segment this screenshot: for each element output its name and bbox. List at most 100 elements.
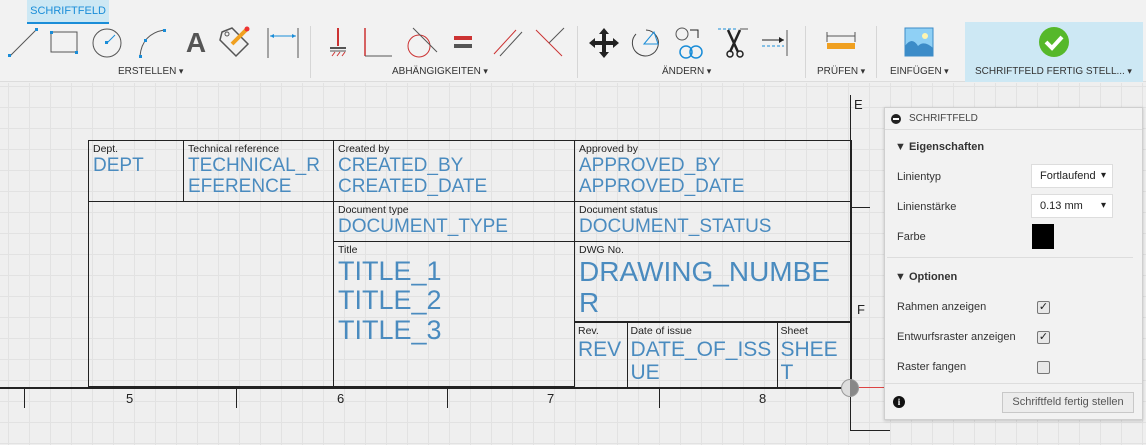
cell-rev[interactable]: Rev. REV: [575, 322, 628, 387]
group-insert[interactable]: EINFÜGEN: [890, 66, 949, 77]
snap-grid-label: Raster fangen: [897, 361, 967, 373]
cell-approved[interactable]: Approved by APPROVED_BY APPROVED_DATE: [574, 140, 852, 202]
value-created-by: CREATED_BY: [338, 155, 464, 177]
label-title: Title: [338, 243, 358, 256]
cell-sheet[interactable]: Sheet SHEET: [776, 322, 852, 387]
border-row-label: F: [857, 302, 865, 317]
label-sheet: Sheet: [780, 325, 808, 338]
triangle-down-icon: ▼: [895, 271, 909, 283]
show-frame-label: Rahmen anzeigen: [897, 301, 987, 313]
value-sheet: SHEET: [780, 338, 838, 385]
arc-icon[interactable]: [134, 26, 170, 60]
value-approved-date: APPROVED_DATE: [579, 175, 745, 197]
attribute-tag-icon[interactable]: [218, 26, 254, 60]
color-label: Farbe: [897, 231, 926, 243]
title-block[interactable]: Dept. DEPT Technical reference TECHNICAL_R…: [88, 140, 852, 388]
parallel-icon[interactable]: [490, 26, 526, 60]
info-icon[interactable]: i: [893, 396, 905, 408]
label-dept: Dept.: [93, 143, 119, 156]
tab-schriftfeld[interactable]: SCHRIFTFELD: [27, 0, 109, 24]
cell-empty: [88, 200, 334, 388]
value-title-3: TITLE_3: [338, 315, 442, 346]
show-grid-checkbox[interactable]: ✓: [1037, 331, 1050, 344]
fix-constraint-icon[interactable]: [320, 26, 356, 60]
cell-doc-status[interactable]: Document status DOCUMENT_STATUS: [574, 200, 852, 242]
label-doc-type: Document type: [338, 203, 409, 216]
line-icon[interactable]: [6, 26, 42, 60]
x-axis: [851, 387, 884, 388]
insert-image-icon[interactable]: [902, 26, 938, 60]
tangent-icon[interactable]: [403, 26, 439, 60]
group-inspect[interactable]: PRÜFEN: [817, 66, 865, 77]
group-finish[interactable]: SCHRIFTFELD FERTIG STELL...: [975, 66, 1132, 77]
section-options[interactable]: ▼ Optionen: [895, 271, 957, 283]
show-frame-checkbox[interactable]: ✓: [1037, 301, 1050, 314]
section-properties-label: Eigenschaften: [908, 141, 985, 153]
rectangle-icon[interactable]: [47, 26, 83, 60]
label-doc-status: Document status: [579, 203, 658, 216]
text-icon[interactable]: A: [185, 27, 207, 58]
label-approved-by: Approved by: [579, 143, 638, 156]
frame-tick: [236, 388, 237, 408]
section-properties[interactable]: ▼ Eigenschaften: [895, 141, 984, 153]
collapse-panel-icon[interactable]: [891, 114, 901, 124]
divider: [885, 383, 1142, 384]
finish-title-block-button[interactable]: Schriftfeld fertig stellen: [1002, 392, 1134, 413]
frame-bottom-line: [0, 387, 850, 389]
value-doc-status: DOCUMENT_STATUS: [579, 215, 772, 237]
label-dwg-no: DWG No.: [579, 243, 624, 256]
rotate-icon[interactable]: [628, 26, 664, 60]
cell-tech-ref[interactable]: Technical reference TECHNICAL_REFERENCE: [183, 140, 334, 202]
value-doc-type: DOCUMENT_TYPE: [338, 215, 508, 237]
origin-icon[interactable]: [841, 379, 859, 397]
angle-icon[interactable]: [532, 26, 568, 60]
color-swatch[interactable]: [1032, 224, 1054, 249]
divider: [887, 257, 1133, 258]
panel-header: [885, 108, 1142, 130]
cell-rev-row: Rev. REV Date of issue DATE_OF_ISSUE Sheet…: [574, 321, 852, 387]
label-tech-ref: Technical reference: [188, 143, 280, 156]
cell-created[interactable]: Created by CREATED_BY CREATED_DATE: [333, 140, 575, 202]
group-create[interactable]: ERSTELLEN: [118, 66, 183, 77]
circle-icon[interactable]: [90, 26, 126, 60]
cell-date-issue[interactable]: Date of issue DATE_OF_ISSUE: [626, 322, 778, 387]
border-col-label: 5: [126, 391, 134, 406]
pattern-icon[interactable]: [674, 26, 710, 60]
cell-dwg-no[interactable]: DWG No. DRAWING_NUMBER: [574, 240, 852, 323]
equal-icon[interactable]: [446, 26, 482, 60]
dimension-icon[interactable]: [265, 26, 301, 60]
label-date-issue: Date of issue: [630, 325, 692, 338]
value-dept: DEPT: [93, 155, 144, 177]
triangle-down-icon: ▼: [895, 141, 909, 153]
value-date-issue: DATE_OF_ISSUE: [630, 338, 772, 385]
cell-dept[interactable]: Dept. DEPT: [88, 140, 184, 202]
group-constraints[interactable]: ABHÄNGIGKEITEN: [392, 66, 488, 77]
line-type-label: Linientyp: [897, 171, 942, 183]
measure-ruler-icon[interactable]: [824, 26, 860, 60]
line-weight-select[interactable]: 0.13 mm: [1031, 194, 1113, 218]
trim-scissors-icon[interactable]: [716, 26, 752, 60]
extend-icon[interactable]: [758, 26, 794, 60]
label-created-by: Created by: [338, 143, 390, 156]
value-title-1: TITLE_1: [338, 255, 442, 286]
snap-grid-checkbox[interactable]: [1037, 361, 1050, 374]
border-col-label: 7: [547, 391, 555, 406]
section-options-label: Optionen: [908, 271, 958, 283]
group-modify[interactable]: ÄNDERN: [662, 66, 711, 77]
border-row-label: E: [854, 97, 863, 112]
move-icon[interactable]: [586, 26, 622, 60]
cell-doc-type[interactable]: Document type DOCUMENT_TYPE: [333, 200, 575, 242]
line-weight-label: Linienstärke: [897, 201, 957, 213]
separator: [310, 26, 311, 78]
separator: [805, 26, 806, 78]
label-rev: Rev.: [578, 325, 599, 338]
line-type-select[interactable]: Fortlaufend: [1031, 164, 1113, 188]
value-tech-ref: TECHNICAL_REFERENCE: [188, 155, 320, 197]
border-col-label: 8: [759, 391, 767, 406]
perpendicular-icon[interactable]: [360, 26, 396, 60]
finish-check-icon[interactable]: [1036, 26, 1072, 60]
border-col-label: 6: [337, 391, 345, 406]
frame-tick: [659, 388, 660, 408]
separator: [577, 26, 578, 78]
cell-title[interactable]: Title TITLE_1 TITLE_2 TITLE_3: [333, 240, 575, 388]
